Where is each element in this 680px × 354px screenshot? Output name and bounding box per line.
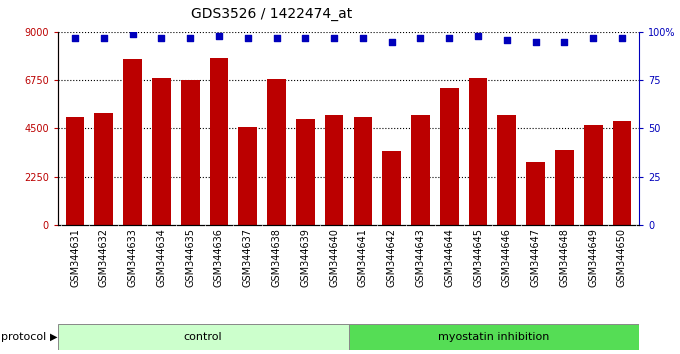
Text: GSM344640: GSM344640 bbox=[329, 228, 339, 286]
Point bbox=[588, 35, 598, 40]
Text: GSM344633: GSM344633 bbox=[128, 228, 137, 286]
Text: GSM344647: GSM344647 bbox=[530, 228, 541, 287]
Bar bbox=[613, 121, 631, 225]
Bar bbox=[209, 58, 228, 225]
Point bbox=[415, 35, 426, 40]
Text: GSM344642: GSM344642 bbox=[387, 228, 396, 287]
Text: GSM344646: GSM344646 bbox=[502, 228, 512, 286]
Text: ▶: ▶ bbox=[50, 332, 57, 342]
Bar bbox=[58, 324, 348, 350]
Bar bbox=[498, 115, 516, 225]
Point bbox=[530, 39, 541, 44]
Point bbox=[69, 35, 80, 40]
Point bbox=[501, 37, 512, 42]
Text: myostatin inhibition: myostatin inhibition bbox=[438, 332, 549, 342]
Point bbox=[127, 31, 138, 36]
Bar bbox=[354, 116, 372, 225]
Bar bbox=[296, 119, 315, 225]
Text: GSM344631: GSM344631 bbox=[70, 228, 80, 286]
Point bbox=[444, 35, 455, 40]
Bar bbox=[267, 79, 286, 225]
Point bbox=[156, 35, 167, 40]
Point bbox=[242, 35, 253, 40]
Bar bbox=[152, 78, 171, 225]
Bar bbox=[123, 59, 142, 225]
Point bbox=[617, 35, 628, 40]
Text: GSM344648: GSM344648 bbox=[560, 228, 569, 286]
Text: GDS3526 / 1422474_at: GDS3526 / 1422474_at bbox=[191, 7, 353, 21]
Point bbox=[300, 35, 311, 40]
Text: GSM344639: GSM344639 bbox=[301, 228, 310, 286]
Bar bbox=[440, 87, 458, 225]
Bar bbox=[239, 127, 257, 225]
Bar bbox=[95, 113, 113, 225]
Point bbox=[358, 35, 369, 40]
Text: GSM344645: GSM344645 bbox=[473, 228, 483, 287]
Point bbox=[185, 35, 196, 40]
Text: GSM344643: GSM344643 bbox=[415, 228, 426, 286]
Point bbox=[214, 33, 224, 39]
Bar bbox=[181, 80, 199, 225]
Text: GSM344634: GSM344634 bbox=[156, 228, 167, 286]
Text: GSM344636: GSM344636 bbox=[214, 228, 224, 286]
Bar bbox=[584, 125, 602, 225]
Bar bbox=[411, 115, 430, 225]
Text: GSM344638: GSM344638 bbox=[271, 228, 282, 286]
Text: GSM344644: GSM344644 bbox=[444, 228, 454, 286]
Point bbox=[99, 35, 109, 40]
Text: protocol: protocol bbox=[1, 332, 46, 342]
Text: GSM344635: GSM344635 bbox=[185, 228, 195, 287]
Bar bbox=[382, 151, 401, 225]
Point bbox=[328, 35, 339, 40]
Point bbox=[559, 39, 570, 44]
Bar bbox=[469, 78, 488, 225]
Text: GSM344641: GSM344641 bbox=[358, 228, 368, 286]
Bar bbox=[325, 115, 343, 225]
Text: control: control bbox=[184, 332, 222, 342]
Text: GSM344637: GSM344637 bbox=[243, 228, 253, 287]
Bar bbox=[348, 324, 639, 350]
Bar bbox=[526, 161, 545, 225]
Bar bbox=[66, 116, 84, 225]
Text: GSM344650: GSM344650 bbox=[617, 228, 627, 287]
Point bbox=[473, 33, 483, 39]
Bar bbox=[555, 150, 574, 225]
Point bbox=[386, 39, 397, 44]
Text: GSM344632: GSM344632 bbox=[99, 228, 109, 287]
Text: GSM344649: GSM344649 bbox=[588, 228, 598, 286]
Point bbox=[271, 35, 282, 40]
